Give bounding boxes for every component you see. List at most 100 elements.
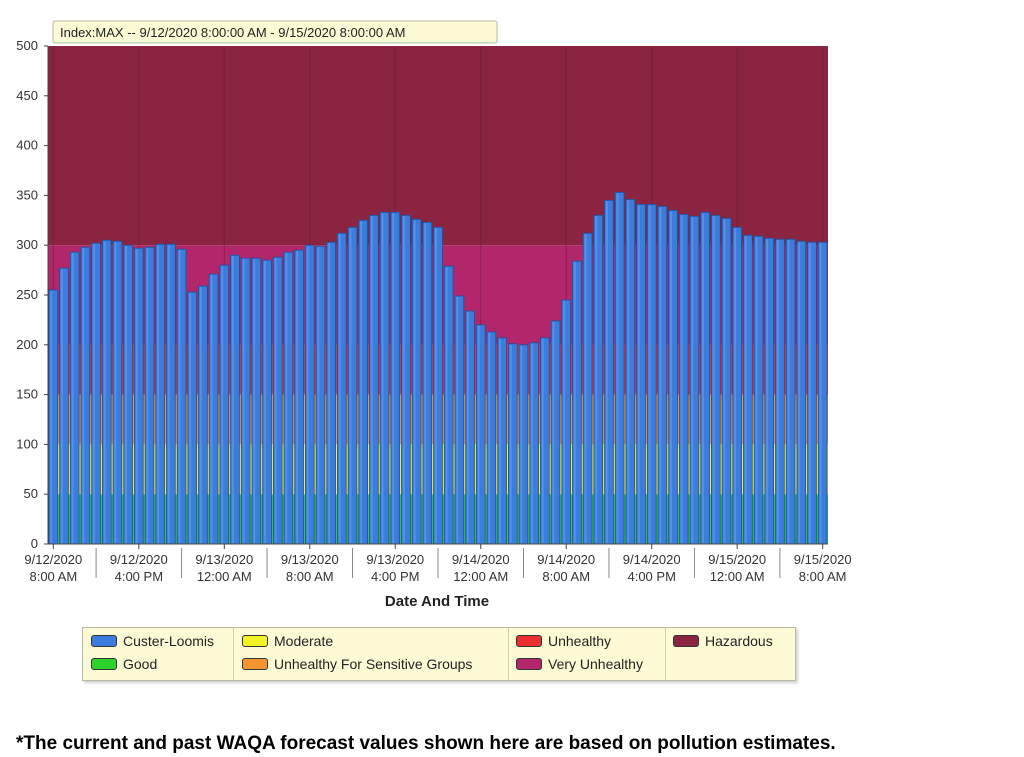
bar-highlight bbox=[648, 205, 651, 543]
legend-swatch-custer-loomis bbox=[91, 635, 117, 647]
y-tick-label: 200 bbox=[16, 337, 38, 352]
legend-label: Very Unhealthy bbox=[548, 656, 643, 672]
bar-series bbox=[48, 192, 828, 545]
x-tick-label-time: 4:00 PM bbox=[115, 569, 163, 584]
bar-highlight bbox=[263, 261, 266, 543]
x-tick-label-time: 8:00 AM bbox=[799, 569, 847, 584]
x-tick-label-date: 9/14/2020 bbox=[537, 552, 595, 567]
bar-highlight bbox=[360, 221, 363, 544]
bar-highlight bbox=[573, 262, 576, 543]
legend-label: Unhealthy bbox=[548, 633, 612, 649]
bar-highlight bbox=[712, 216, 715, 543]
y-tick-label: 300 bbox=[16, 237, 38, 252]
bar-highlight bbox=[189, 293, 192, 543]
bar-highlight bbox=[93, 244, 95, 543]
legend-label: Custer-Loomis bbox=[123, 633, 215, 649]
bar-highlight bbox=[466, 311, 469, 543]
bar-highlight bbox=[595, 216, 598, 543]
legend-label: Good bbox=[123, 656, 158, 672]
legend-swatch-moderate bbox=[242, 635, 268, 647]
bar-highlight bbox=[253, 259, 256, 543]
bar-highlight bbox=[445, 267, 448, 543]
x-tick-label-time: 8:00 AM bbox=[29, 569, 77, 584]
bar-highlight bbox=[755, 237, 758, 543]
bar-highlight bbox=[434, 228, 437, 543]
y-tick-labels: 0 50 100 150 200 250 300 350 400 450 500 bbox=[16, 38, 48, 551]
bar-highlight bbox=[509, 344, 512, 543]
bar-highlight bbox=[520, 345, 523, 543]
x-tick-label-time: 8:00 AM bbox=[286, 569, 334, 584]
bar-highlight bbox=[605, 201, 608, 543]
bar-highlight bbox=[563, 300, 566, 543]
bar bbox=[422, 221, 433, 545]
legend-item-unhealthy: Unhealthy bbox=[516, 631, 611, 651]
bar-highlight bbox=[744, 236, 747, 544]
bar-highlight bbox=[328, 243, 331, 543]
bar-highlight bbox=[541, 338, 544, 543]
bar-highlight bbox=[616, 193, 619, 544]
bar-highlight bbox=[210, 275, 213, 543]
bar-highlight bbox=[808, 243, 811, 543]
bar-highlight bbox=[60, 269, 63, 543]
bar bbox=[176, 248, 187, 545]
bar-highlight bbox=[71, 253, 74, 543]
x-tick-label-time: 12:00 AM bbox=[197, 569, 252, 584]
bar-highlight bbox=[819, 243, 822, 543]
bar-highlight bbox=[392, 213, 395, 543]
y-tick-label: 500 bbox=[16, 38, 38, 53]
x-tick-labels: 9/12/2020 8:00 AM 9/12/2020 4:00 PM 9/13/202… bbox=[24, 544, 852, 584]
bar-highlight bbox=[766, 239, 769, 543]
x-tick-label-date: 9/12/2020 bbox=[24, 552, 82, 567]
bar-highlight bbox=[146, 248, 149, 543]
legend-item-good: Good bbox=[91, 654, 157, 674]
bar-highlight bbox=[274, 258, 277, 543]
y-tick-label: 400 bbox=[16, 138, 38, 153]
y-tick-label: 150 bbox=[16, 387, 38, 402]
bar-highlight bbox=[680, 215, 683, 543]
x-axis-title: Date And Time bbox=[385, 593, 489, 610]
bar bbox=[208, 273, 219, 545]
y-tick-label: 0 bbox=[31, 536, 38, 551]
bar-highlight bbox=[637, 205, 640, 543]
legend-divider bbox=[233, 628, 234, 680]
legend-swatch-usg bbox=[242, 658, 268, 670]
legend-item-usg: Unhealthy For Sensitive Groups bbox=[242, 654, 472, 674]
bar bbox=[486, 331, 497, 545]
x-tick-label-date: 9/13/2020 bbox=[281, 552, 339, 567]
bar bbox=[144, 246, 155, 545]
bar-highlight bbox=[317, 247, 320, 544]
footnote: *The current and past WAQA forecast valu… bbox=[16, 733, 836, 754]
bar-highlight bbox=[296, 251, 298, 543]
bar-highlight bbox=[702, 213, 704, 543]
bar-highlight bbox=[50, 291, 53, 543]
bar-highlight bbox=[670, 211, 672, 543]
chart-legend: Custer-Loomis Good Moderate Unhealthy Fo… bbox=[82, 627, 796, 681]
x-tick-label-date: 9/14/2020 bbox=[623, 552, 681, 567]
bar-highlight bbox=[178, 250, 181, 543]
bar-highlight bbox=[82, 248, 85, 543]
y-tick-label: 450 bbox=[16, 88, 38, 103]
legend-label: Unhealthy For Sensitive Groups bbox=[274, 656, 473, 672]
bar-highlight bbox=[285, 253, 288, 543]
bar-highlight bbox=[157, 245, 160, 544]
band-hazardous bbox=[48, 46, 828, 246]
legend-swatch-unhealthy bbox=[516, 635, 542, 647]
bar-highlight bbox=[114, 242, 117, 543]
bar-highlight bbox=[659, 207, 662, 543]
bar-highlight bbox=[627, 200, 630, 543]
bar-highlight bbox=[242, 259, 245, 543]
legend-swatch-hazardous bbox=[673, 635, 699, 647]
bar-highlight bbox=[424, 223, 427, 544]
bar-highlight bbox=[103, 241, 106, 543]
x-tick-label-time: 12:00 AM bbox=[453, 569, 508, 584]
bar bbox=[240, 257, 251, 545]
legend-swatch-very-unhealthy bbox=[516, 658, 542, 670]
x-tick-label-date: 9/15/2020 bbox=[708, 552, 766, 567]
bar-highlight bbox=[798, 242, 801, 543]
index-label: Index:MAX -- 9/12/2020 8:00:00 AM - 9/15… bbox=[60, 25, 405, 40]
bar bbox=[294, 249, 304, 545]
bar-highlight bbox=[135, 249, 138, 544]
bar-highlight bbox=[370, 216, 373, 543]
legend-item-very-unhealthy: Very Unhealthy bbox=[516, 654, 643, 674]
x-tick-label-time: 4:00 PM bbox=[627, 569, 675, 584]
